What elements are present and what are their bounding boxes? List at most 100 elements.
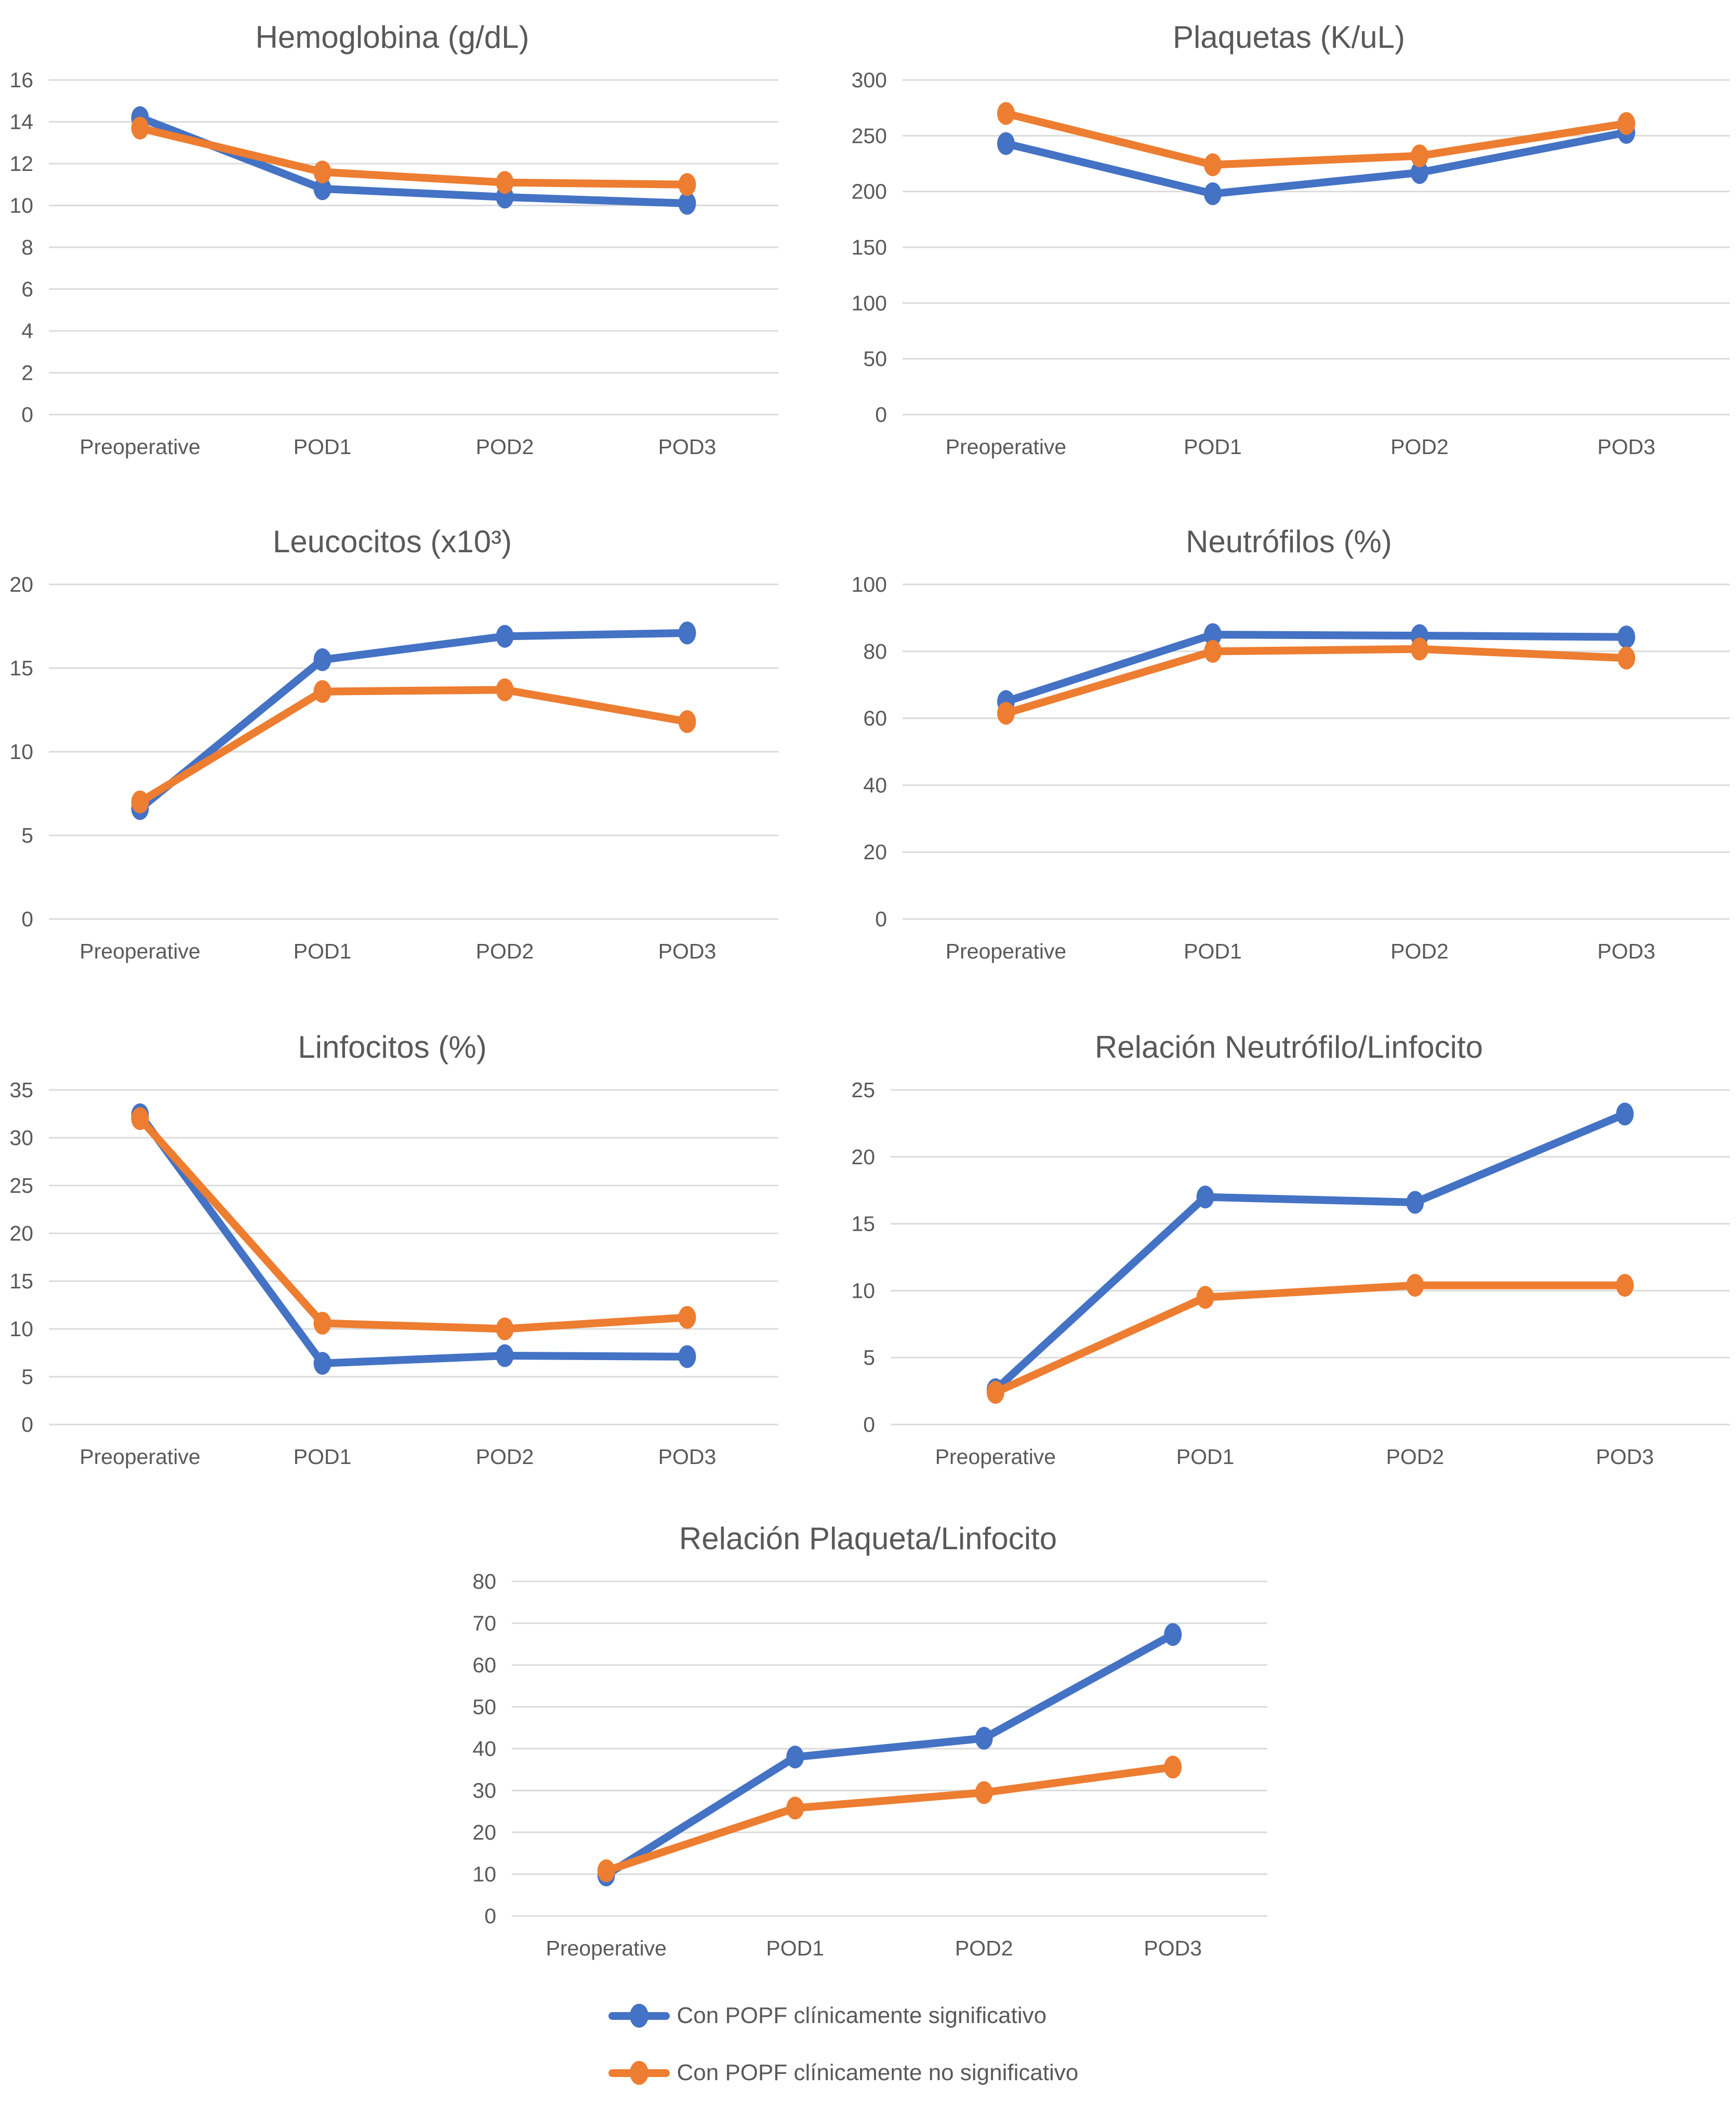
svg-text:300: 300: [852, 68, 887, 92]
svg-text:15: 15: [9, 656, 33, 680]
chart-title: Leucocitos (x10³): [272, 524, 512, 559]
chart-row-3: Linfocitos (%) 0 5 10 15 20 25 30 35 Preoperativ…: [0, 1018, 1736, 1491]
svg-text:60: 60: [863, 707, 887, 730]
svg-text:Preoperative: Preoperative: [946, 435, 1066, 459]
svg-text:6: 6: [21, 277, 33, 301]
legend-label: Con POPF clínicamente significativo: [677, 2003, 1047, 2028]
chart-row-2: Leucocitos (x10³) 0 5 10 15 20 Preoperative PO…: [0, 512, 1736, 986]
svg-text:30: 30: [472, 1779, 496, 1803]
svg-text:10: 10: [472, 1862, 496, 1886]
svg-text:15: 15: [851, 1212, 875, 1236]
svg-text:0: 0: [863, 1413, 875, 1436]
svg-text:2: 2: [21, 361, 33, 385]
svg-text:0: 0: [21, 1413, 33, 1436]
svg-text:POD1: POD1: [766, 1936, 824, 1960]
svg-text:5: 5: [21, 823, 33, 847]
chart-neutrofilos: Neutrófilos (%) 0 20 40 60 80 100 Preoperative…: [842, 512, 1736, 986]
svg-text:POD3: POD3: [1596, 1445, 1654, 1469]
chart-relacion-neutrofilo-linfocito: Relación Neutrófilo/Linfocito 0 5 10 15 20 25…: [842, 1018, 1736, 1491]
svg-text:POD3: POD3: [1144, 1936, 1202, 1960]
svg-text:10: 10: [851, 1279, 875, 1302]
svg-text:100: 100: [852, 573, 887, 596]
svg-text:30: 30: [9, 1126, 33, 1150]
svg-text:5: 5: [21, 1365, 33, 1389]
svg-text:POD2: POD2: [1390, 939, 1449, 963]
chart-title: Neutrófilos (%): [1186, 524, 1392, 559]
svg-text:10: 10: [9, 1317, 33, 1341]
legend-line-marker-orange-icon: [608, 2061, 670, 2085]
svg-text:20: 20: [472, 1820, 496, 1844]
legend-item-significativo: Con POPF clínicamente significativo: [608, 2003, 1047, 2028]
svg-text:POD3: POD3: [1597, 435, 1655, 459]
svg-text:Preoperative: Preoperative: [79, 1445, 200, 1469]
svg-text:0: 0: [875, 907, 887, 931]
svg-text:8: 8: [21, 235, 33, 259]
svg-text:80: 80: [472, 1569, 496, 1593]
svg-text:POD2: POD2: [1390, 435, 1449, 459]
chart-title: Linfocitos (%): [298, 1030, 487, 1064]
svg-text:Preoperative: Preoperative: [79, 435, 200, 459]
chart-plot: 0 20 40 60 80 100 Preoperative POD1 POD2 POD3: [852, 573, 1730, 963]
svg-text:20: 20: [9, 573, 33, 596]
svg-text:40: 40: [863, 773, 887, 797]
svg-text:Preoperative: Preoperative: [935, 1445, 1056, 1469]
svg-text:70: 70: [472, 1612, 496, 1635]
svg-text:0: 0: [875, 403, 887, 427]
chart-plot: 0 2 4 6 8 10 12 14 16 Preoperative POD1 POD2 POD3: [9, 68, 778, 459]
svg-text:5: 5: [863, 1346, 875, 1369]
svg-text:POD1: POD1: [294, 435, 352, 459]
svg-text:20: 20: [863, 840, 887, 864]
svg-text:12: 12: [9, 152, 33, 176]
chart-relacion-plaqueta-linfocito: Relación Plaqueta/Linfocito 0 10 20 30 40 50 6…: [463, 1509, 1274, 1982]
svg-text:4: 4: [21, 319, 33, 343]
svg-text:POD3: POD3: [658, 1445, 717, 1469]
svg-text:20: 20: [9, 1221, 33, 1245]
svg-text:40: 40: [472, 1737, 496, 1761]
svg-text:POD1: POD1: [1176, 1445, 1235, 1469]
svg-text:100: 100: [852, 291, 887, 315]
svg-text:15: 15: [9, 1269, 33, 1293]
svg-text:POD2: POD2: [955, 1936, 1013, 1960]
chart-hemoglobina: Hemoglobina (g/dL) 0 2 4 6 8 10 12 14 16 Preopera…: [0, 8, 785, 481]
chart-plot: 0 5 10 15 20 Preoperative POD1 POD2 POD3: [9, 573, 778, 963]
chart-title: Plaquetas (K/uL): [1173, 20, 1405, 55]
svg-text:POD2: POD2: [476, 435, 534, 459]
svg-text:200: 200: [852, 180, 887, 204]
svg-text:POD2: POD2: [476, 939, 534, 963]
svg-text:60: 60: [472, 1653, 496, 1677]
svg-text:50: 50: [863, 347, 887, 371]
svg-text:0: 0: [21, 907, 33, 931]
svg-text:16: 16: [9, 68, 33, 92]
svg-text:10: 10: [9, 740, 33, 764]
svg-text:POD3: POD3: [658, 939, 717, 963]
svg-text:POD2: POD2: [476, 1445, 534, 1469]
chart-title: Relación Neutrófilo/Linfocito: [1094, 1030, 1483, 1064]
svg-text:25: 25: [9, 1174, 33, 1197]
svg-text:50: 50: [472, 1695, 496, 1719]
chart-title: Relación Plaqueta/Linfocito: [679, 1521, 1057, 1556]
svg-text:Preoperative: Preoperative: [79, 939, 200, 963]
svg-text:10: 10: [9, 194, 33, 218]
svg-text:POD1: POD1: [294, 939, 352, 963]
svg-text:80: 80: [863, 640, 887, 663]
legend-label: Con POPF clínicamente no significativo: [677, 2060, 1079, 2086]
svg-text:0: 0: [484, 1904, 496, 1928]
svg-text:150: 150: [852, 235, 887, 259]
chart-plot: 0 5 10 15 20 25 30 35 Preoperative POD1 POD2 POD3: [9, 1078, 778, 1469]
svg-text:35: 35: [9, 1078, 33, 1102]
chart-legend: Con POPF clínicamente significativo Con …: [608, 2003, 1128, 2086]
svg-text:250: 250: [852, 124, 887, 148]
legend-line-marker-blue-icon: [608, 2003, 670, 2028]
svg-text:20: 20: [851, 1145, 875, 1169]
chart-title: Hemoglobina (g/dL): [255, 20, 529, 55]
svg-text:Preoperative: Preoperative: [546, 1936, 666, 1960]
chart-plot: 0 5 10 15 20 25 Preoperative POD1 POD2 POD3: [851, 1078, 1730, 1469]
svg-text:POD2: POD2: [1386, 1445, 1445, 1469]
svg-text:Preoperative: Preoperative: [946, 939, 1066, 963]
svg-text:POD1: POD1: [294, 1445, 352, 1469]
chart-plot: 0 50 100 150 200 250 300 Preoperative POD1 POD2 PO…: [852, 68, 1730, 459]
legend-item-no-significativo: Con POPF clínicamente no significativo: [608, 2060, 1079, 2086]
svg-text:25: 25: [851, 1078, 875, 1102]
svg-text:POD1: POD1: [1184, 939, 1242, 963]
chart-leucocitos: Leucocitos (x10³) 0 5 10 15 20 Preoperative PO…: [0, 512, 785, 986]
